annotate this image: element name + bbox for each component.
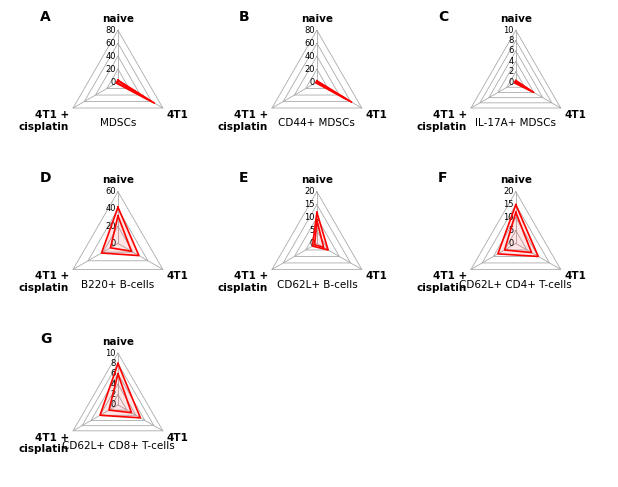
Text: 2: 2 — [509, 67, 514, 76]
Text: naive: naive — [500, 14, 532, 24]
Text: MDSCs: MDSCs — [99, 118, 136, 129]
Text: 4T1 +
cisplatin: 4T1 + cisplatin — [218, 271, 268, 293]
Text: 60: 60 — [304, 39, 315, 48]
Text: 4T1: 4T1 — [565, 271, 586, 281]
Text: 0: 0 — [111, 400, 116, 410]
Text: 4T1 +
cisplatin: 4T1 + cisplatin — [218, 110, 268, 131]
Text: 40: 40 — [106, 205, 116, 213]
Text: 20: 20 — [106, 65, 116, 74]
Polygon shape — [101, 207, 139, 256]
Text: 20: 20 — [304, 187, 315, 196]
Text: 8: 8 — [111, 359, 116, 368]
Text: 40: 40 — [304, 52, 315, 61]
Text: 10: 10 — [503, 213, 514, 222]
Polygon shape — [514, 80, 534, 93]
Text: A: A — [40, 10, 51, 23]
Text: 80: 80 — [105, 26, 116, 35]
Text: 15: 15 — [503, 200, 514, 209]
Text: 4T1: 4T1 — [565, 110, 586, 120]
Text: 20: 20 — [304, 65, 315, 74]
Text: 4T1 +
cisplatin: 4T1 + cisplatin — [417, 271, 467, 293]
Text: 4T1: 4T1 — [366, 271, 388, 281]
Text: 0: 0 — [509, 239, 514, 248]
Text: naive: naive — [102, 175, 134, 186]
Text: 0: 0 — [509, 77, 514, 87]
Polygon shape — [313, 212, 328, 250]
Text: D: D — [40, 171, 52, 185]
Text: 10: 10 — [503, 26, 514, 35]
Text: 8: 8 — [509, 36, 514, 45]
Text: naive: naive — [301, 175, 333, 186]
Polygon shape — [116, 80, 154, 103]
Polygon shape — [498, 205, 538, 257]
Text: 0: 0 — [111, 239, 116, 248]
Text: naive: naive — [301, 14, 333, 24]
Text: 4: 4 — [509, 57, 514, 66]
Text: naive: naive — [102, 14, 134, 24]
Text: 4T1: 4T1 — [167, 110, 189, 120]
Text: E: E — [239, 171, 248, 185]
Text: 4T1 +
cisplatin: 4T1 + cisplatin — [19, 110, 69, 131]
Text: 10: 10 — [304, 213, 315, 222]
Text: 0: 0 — [310, 239, 315, 248]
Text: 2: 2 — [111, 390, 116, 399]
Polygon shape — [316, 81, 352, 102]
Text: 80: 80 — [304, 26, 315, 35]
Text: 20: 20 — [106, 222, 116, 231]
Text: CD62L+ CD8+ T-cells: CD62L+ CD8+ T-cells — [62, 441, 174, 451]
Text: 4T1 +
cisplatin: 4T1 + cisplatin — [417, 110, 467, 131]
Text: 60: 60 — [105, 187, 116, 196]
Text: 4T1 +
cisplatin: 4T1 + cisplatin — [19, 271, 69, 293]
Text: 5: 5 — [310, 226, 315, 235]
Text: naive: naive — [500, 175, 532, 186]
Text: 10: 10 — [106, 349, 116, 357]
Text: 4T1 +
cisplatin: 4T1 + cisplatin — [19, 433, 69, 454]
Text: CD62L+ CD4+ T-cells: CD62L+ CD4+ T-cells — [459, 280, 572, 290]
Text: G: G — [40, 332, 51, 346]
Text: 4T1: 4T1 — [167, 433, 189, 443]
Text: 4: 4 — [111, 380, 116, 389]
Text: IL-17A+ MDSCs: IL-17A+ MDSCs — [475, 118, 556, 129]
Text: 20: 20 — [503, 187, 514, 196]
Text: 40: 40 — [106, 52, 116, 61]
Text: 15: 15 — [304, 200, 315, 209]
Text: 4T1: 4T1 — [366, 110, 388, 120]
Text: 6: 6 — [111, 369, 116, 378]
Text: naive: naive — [102, 337, 134, 347]
Text: F: F — [438, 171, 447, 185]
Text: 6: 6 — [509, 46, 514, 56]
Text: 4T1: 4T1 — [167, 271, 189, 281]
Text: CD62L+ B-cells: CD62L+ B-cells — [276, 280, 357, 290]
Text: C: C — [438, 10, 448, 23]
Text: B: B — [239, 10, 250, 23]
Polygon shape — [100, 363, 140, 418]
Text: CD44+ MDSCs: CD44+ MDSCs — [279, 118, 355, 129]
Text: 60: 60 — [105, 39, 116, 48]
Text: 0: 0 — [310, 77, 315, 87]
Text: 5: 5 — [509, 226, 514, 235]
Text: B220+ B-cells: B220+ B-cells — [82, 280, 154, 290]
Text: 0: 0 — [111, 77, 116, 87]
